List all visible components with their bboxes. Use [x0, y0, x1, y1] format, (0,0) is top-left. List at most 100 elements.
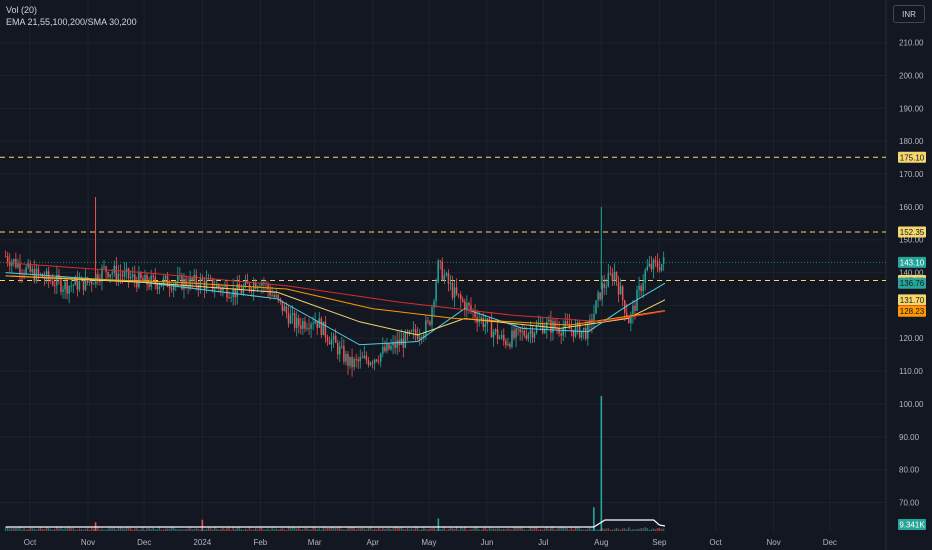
y-tick-label: 80.00 [899, 466, 920, 475]
volume-bar [99, 529, 101, 531]
candle-body [585, 327, 587, 339]
volume-bar [357, 528, 359, 531]
candle-body [349, 356, 351, 366]
price-label-box [898, 305, 926, 317]
x-tick-label: Oct [709, 538, 722, 547]
candle-body [388, 343, 390, 350]
volume-bar [355, 529, 357, 531]
candle-body [433, 300, 435, 308]
volume-bar [589, 527, 591, 531]
currency-button[interactable]: INR [893, 5, 925, 23]
volume-bar [630, 529, 632, 531]
candle-body [384, 346, 386, 352]
candle-body [390, 345, 392, 350]
volume-bar [267, 528, 269, 531]
volume-spike [201, 519, 204, 531]
candle-body [310, 323, 312, 329]
volume-bar [263, 529, 265, 531]
volume-bar [414, 527, 417, 531]
volume-bar [472, 528, 474, 531]
volume-bar [224, 529, 226, 531]
volume-bar [234, 529, 236, 531]
volume-bar [189, 527, 191, 531]
volume-bar [312, 527, 314, 531]
volume-bar [603, 528, 605, 531]
candle-body [129, 276, 132, 279]
volume-bar [156, 529, 159, 531]
volume-bar [644, 527, 646, 531]
price-label-box [898, 277, 926, 289]
volume-bar [662, 528, 665, 531]
volume-bar [76, 529, 79, 531]
candle-body [613, 272, 616, 281]
candle-body [537, 324, 540, 326]
candle-body [164, 275, 167, 279]
price-label-text: 152.35 [900, 228, 925, 237]
candle-body [638, 285, 640, 291]
volume-bar [123, 528, 126, 531]
candle-body [443, 275, 446, 281]
volume-bar [304, 528, 306, 531]
candle-body [58, 274, 60, 280]
volume-bar [394, 527, 396, 531]
volume-bar [49, 529, 52, 531]
volume-bar [23, 528, 25, 531]
volume-bar [544, 528, 546, 531]
volume-bar [220, 528, 222, 531]
y-tick-label: 100.00 [899, 400, 924, 409]
candle-body [636, 290, 638, 311]
candle-body [539, 324, 542, 325]
volume-bar [125, 527, 128, 531]
volume-bar [72, 528, 75, 531]
candle-body [488, 318, 491, 320]
volume-bar [314, 527, 316, 531]
candle-body [84, 277, 87, 290]
candle-body [142, 278, 144, 282]
volume-bar [562, 527, 564, 531]
volume-bar [136, 528, 138, 531]
volume-bar [277, 529, 280, 531]
volume-bar [459, 527, 462, 531]
ema-line [5, 275, 666, 326]
volume-bar [408, 529, 411, 531]
volume-bar [564, 528, 567, 531]
candle-body [177, 276, 179, 283]
candle-body [230, 297, 232, 298]
candle-body [642, 282, 644, 292]
candle-body [49, 279, 52, 282]
volume-bar [209, 528, 212, 531]
candle-body [90, 281, 93, 284]
candle-body [566, 321, 569, 324]
candle-body [531, 330, 534, 338]
candle-body [474, 311, 476, 318]
candle-body [115, 265, 118, 280]
candle-body [425, 320, 427, 335]
y-tick-label: 210.00 [899, 39, 924, 48]
volume-bar [505, 529, 507, 531]
volume-bar [211, 529, 214, 531]
candle-body [617, 281, 620, 295]
candle-body [191, 277, 193, 282]
candle-body [39, 273, 42, 275]
volume-bar [39, 527, 42, 531]
candle-body [287, 312, 290, 324]
volume-spike [437, 518, 440, 531]
y-tick-label: 180.00 [899, 137, 924, 146]
candle-body [466, 302, 468, 311]
candle-body [76, 277, 79, 290]
volume-bar [332, 527, 335, 531]
x-tick-label: Mar [308, 538, 322, 547]
candle-body [236, 283, 239, 297]
volume-bar [423, 527, 425, 531]
candle-body [277, 295, 280, 299]
volume-bar [27, 529, 29, 531]
volume-bar [363, 528, 366, 531]
volume-bar [187, 528, 189, 531]
candle-body [103, 266, 105, 268]
candle-body [662, 257, 665, 264]
candle-body [498, 337, 501, 339]
volume-bar [529, 527, 532, 531]
candle-body [650, 263, 653, 270]
x-tick-label: Jul [538, 538, 548, 547]
